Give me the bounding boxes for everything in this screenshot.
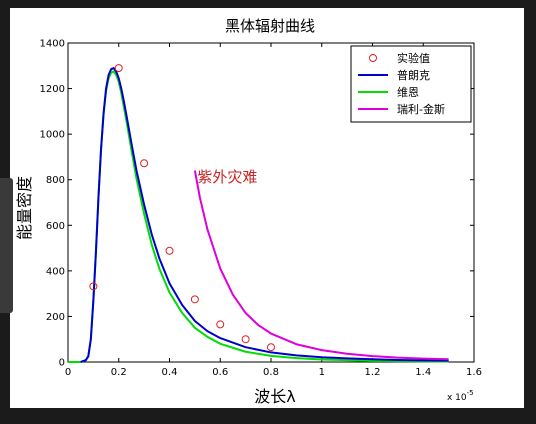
y-tick-label: 0 — [59, 358, 65, 369]
y-tick-label: 200 — [46, 312, 65, 323]
legend-label: 普朗克 — [397, 68, 430, 82]
x-tick-label: 0.8 — [263, 367, 279, 378]
chart-title: 黑体辐射曲线 — [225, 17, 315, 35]
y-tick-label: 1000 — [40, 130, 65, 141]
x-tick-label: 1.2 — [365, 367, 381, 378]
y-tick-label: 400 — [46, 266, 65, 277]
x-tick-label: 1.6 — [466, 367, 482, 378]
x-tick-label: 1 — [319, 367, 325, 378]
series-line-普朗克 — [80, 67, 449, 363]
y-tick-label: 1200 — [40, 84, 65, 95]
y-tick-label: 800 — [46, 175, 65, 186]
data-point — [190, 295, 199, 304]
x-tick-label: 0.6 — [212, 367, 228, 378]
side-panel-tab[interactable] — [0, 178, 13, 313]
legend-label: 维恩 — [397, 86, 419, 99]
data-point — [267, 343, 275, 352]
legend-marker — [369, 54, 377, 62]
data-point — [165, 246, 174, 255]
figure-window: 黑体辐射曲线 能量密度 波长λ x 10-5 0 0.2 0.4 0.6 0.8 1 1.2… — [10, 8, 524, 408]
data-point — [241, 335, 250, 344]
y-axis-label: 能量密度 — [15, 176, 34, 240]
data-point — [140, 159, 149, 168]
chart: 黑体辐射曲线 能量密度 波长λ x 10-5 0 0.2 0.4 0.6 0.8 1 1.2… — [15, 17, 482, 406]
x-tick-label: 0.4 — [162, 367, 178, 378]
legend-label: 瑞利-金斯 — [397, 102, 445, 116]
x-axis-exponent: x 10-5 — [447, 389, 474, 403]
series-line-瑞利-金斯 — [193, 170, 449, 361]
x-axis-label: 波长λ — [254, 387, 295, 406]
legend-label: 实验值 — [397, 51, 430, 65]
x-tick-label: 1.4 — [415, 367, 431, 378]
x-tick-label: 0 — [65, 367, 71, 378]
y-tick-label: 600 — [46, 221, 65, 232]
ultraviolet-catastrophe-annotation: 紫外灾难 — [197, 168, 257, 186]
y-tick-label: 1400 — [40, 39, 65, 50]
data-point — [114, 64, 123, 73]
x-tick-label: 0.2 — [111, 367, 127, 378]
data-point — [216, 320, 225, 329]
data-point — [89, 282, 98, 291]
